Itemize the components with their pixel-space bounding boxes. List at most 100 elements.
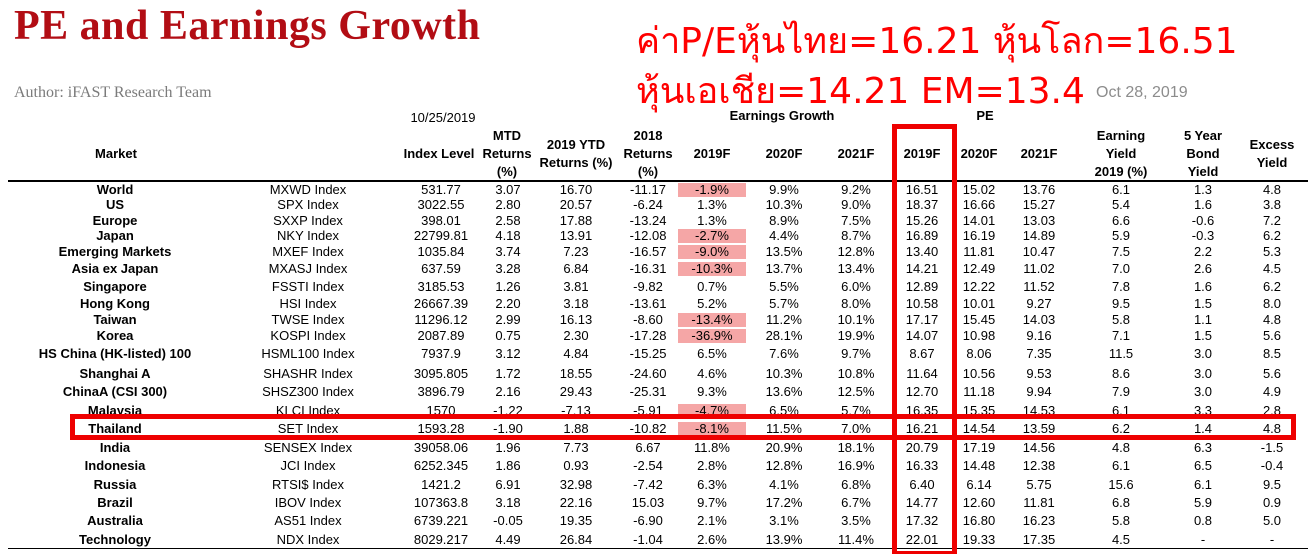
excess-yield-cell: 5.6 (1262, 366, 1282, 381)
eg-2021f-cell: 9.0% (841, 197, 871, 212)
excess-yield-cell: - (1269, 532, 1275, 547)
eg-2020f-cell: 8.9% (769, 213, 799, 228)
index-cell: IBOV Index (274, 495, 342, 510)
market-cell: US (105, 197, 125, 212)
pe-2021f-cell: 13.76 (1022, 182, 1056, 197)
return-2018-cell: -1.04 (633, 532, 663, 547)
eg-2021f-cell: 6.7% (841, 495, 871, 510)
ey-header-line-1: Earning (1096, 128, 1146, 143)
ytd-return-cell: 1.88 (563, 421, 589, 436)
pe-2019f-cell: 14.21 (905, 261, 939, 276)
pe-2021f-cell: 14.56 (1022, 440, 1056, 455)
table-row: Hong Kong HSI Index 26667.39 2.20 3.18 -13.61… (0, 296, 1310, 312)
return-2018-cell: -24.60 (629, 366, 667, 381)
earning-yield-cell: 4.8 (1111, 440, 1131, 455)
earning-yield-cell: 8.6 (1111, 366, 1131, 381)
author-line: Author: iFAST Research Team (14, 84, 212, 101)
negative-growth-highlight (678, 183, 746, 197)
eg-2020f-cell: 10.3% (765, 197, 803, 212)
pe-2020f-cell: 14.01 (962, 213, 996, 228)
pe-2019f-cell: 22.01 (905, 532, 939, 547)
index-level-cell: 6252.345 (413, 458, 469, 473)
mtd-return-cell: 3.74 (495, 244, 521, 259)
bond-yield-cell: 1.5 (1193, 328, 1213, 343)
market-column-header: Market (95, 146, 137, 161)
pe-2020f-cell: 16.66 (962, 197, 996, 212)
pe-2021f-cell: 9.53 (1026, 366, 1052, 381)
ytd-return-cell: 20.57 (559, 197, 593, 212)
pe-2020f-cell: 11.81 (963, 244, 995, 259)
index-level-cell: 3185.53 (417, 279, 465, 294)
table-row: India SENSEX Index 39058.06 1.96 7.73 6.67 11.… (0, 440, 1310, 456)
table-row: Shanghai A SHASHR Index 3095.805 1.72 18.55 -… (0, 366, 1310, 382)
pe-2019f-cell: 17.32 (905, 513, 939, 528)
eg-2021f-cell: 13.4% (837, 261, 875, 276)
mtd-return-cell: 3.28 (495, 261, 521, 276)
index-cell: NKY Index (277, 228, 339, 243)
pe-2020f-cell: 16.19 (962, 228, 996, 243)
index-cell: SHASHR Index (263, 366, 353, 381)
return-2018-cell: 6.67 (635, 440, 661, 455)
eg-2020f-column-header: 2020F (765, 146, 803, 161)
mtd-return-cell: 2.16 (495, 384, 521, 399)
mtd-return-cell: 2.20 (495, 296, 521, 311)
bond-yield-cell: 2.2 (1193, 244, 1213, 259)
pe-2020f-cell: 10.98 (962, 328, 996, 343)
index-level-column-header: Index Level (403, 146, 475, 161)
index-cell: RTSI$ Index (271, 477, 345, 492)
market-cell: Russia (93, 477, 137, 492)
return-2018-cell: -7.42 (633, 477, 663, 492)
pe-2021f-cell: 13.59 (1022, 421, 1056, 436)
pe-2020f-cell: 16.80 (962, 513, 996, 528)
excess-yield-column-header: Excess Yield (1240, 137, 1304, 171)
index-cell: SET Index (277, 421, 339, 436)
pe-2019f-cell: 20.79 (905, 440, 939, 455)
index-level-cell: 398.01 (421, 213, 461, 228)
mtd-return-cell: 6.91 (495, 477, 521, 492)
eg-2020f-cell: 9.9% (769, 182, 799, 197)
table-row: World MXWD Index 531.77 3.07 16.70 -11.17 -1.9… (0, 182, 1310, 198)
eg-2019f-cell: 2.1% (697, 513, 727, 528)
ytd-return-cell: 19.35 (559, 513, 593, 528)
excess-yield-cell: 4.8 (1262, 421, 1282, 436)
return-2018-cell: -9.82 (633, 279, 663, 294)
eg-2021f-cell: 16.9% (837, 458, 875, 473)
pe-2021f-cell: 14.89 (1022, 228, 1056, 243)
market-cell: Singapore (83, 279, 147, 294)
pe-2020f-column-header: 2020F (960, 146, 998, 161)
index-level-cell: 22799.81 (413, 228, 469, 243)
index-cell: SENSEX Index (263, 440, 353, 455)
pe-2019f-cell: 16.33 (905, 458, 939, 473)
table-row: Japan NKY Index 22799.81 4.18 13.91 -12.08 -2.… (0, 228, 1310, 244)
mtd-header-line-1: MTD (492, 128, 522, 143)
earning-yield-cell: 7.8 (1111, 279, 1131, 294)
2018-header-line-3: (%) (637, 164, 659, 179)
bond-yield-cell: -0.6 (1191, 213, 1215, 228)
pe-2020f-cell: 6.14 (966, 477, 992, 492)
bond-yield-column-header: 5 Year Bond Yield (1166, 128, 1240, 180)
market-cell: World (96, 182, 134, 197)
eg-2020f-cell: 28.1% (765, 328, 803, 343)
eg-2020f-cell: 5.5% (769, 279, 799, 294)
eg-2020f-cell: 4.1% (769, 477, 799, 492)
bond-yield-cell: 1.5 (1193, 296, 1213, 311)
ytd-return-cell: 7.73 (563, 440, 589, 455)
bond-yield-cell: -0.3 (1191, 228, 1215, 243)
ey-header-line-2: Yield (1105, 146, 1137, 161)
table-row: Emerging Markets MXEF Index 1035.84 3.74 7.2… (0, 244, 1310, 260)
index-level-cell: 1593.28 (417, 421, 465, 436)
eg-2021f-cell: 10.1% (837, 312, 875, 327)
thailand-row-highlight-box (70, 414, 1296, 440)
mtd-return-cell: 3.12 (495, 346, 521, 361)
ey-header-line-3: 2019 (%) (1094, 164, 1148, 179)
return-2018-cell: -8.60 (633, 312, 663, 327)
pe-2020f-cell: 17.19 (962, 440, 996, 455)
ytd-return-cell: 16.13 (559, 312, 593, 327)
ytd-return-cell: 26.84 (559, 532, 593, 547)
eg-2019f-cell: 9.7% (697, 495, 727, 510)
bond-yield-cell: 1.6 (1193, 197, 1213, 212)
eg-2019f-column-header: 2019F (693, 146, 731, 161)
excess-yield-cell: 9.5 (1262, 477, 1282, 492)
mtd-return-cell: 2.99 (495, 312, 521, 327)
return-2018-cell: -2.54 (633, 458, 663, 473)
